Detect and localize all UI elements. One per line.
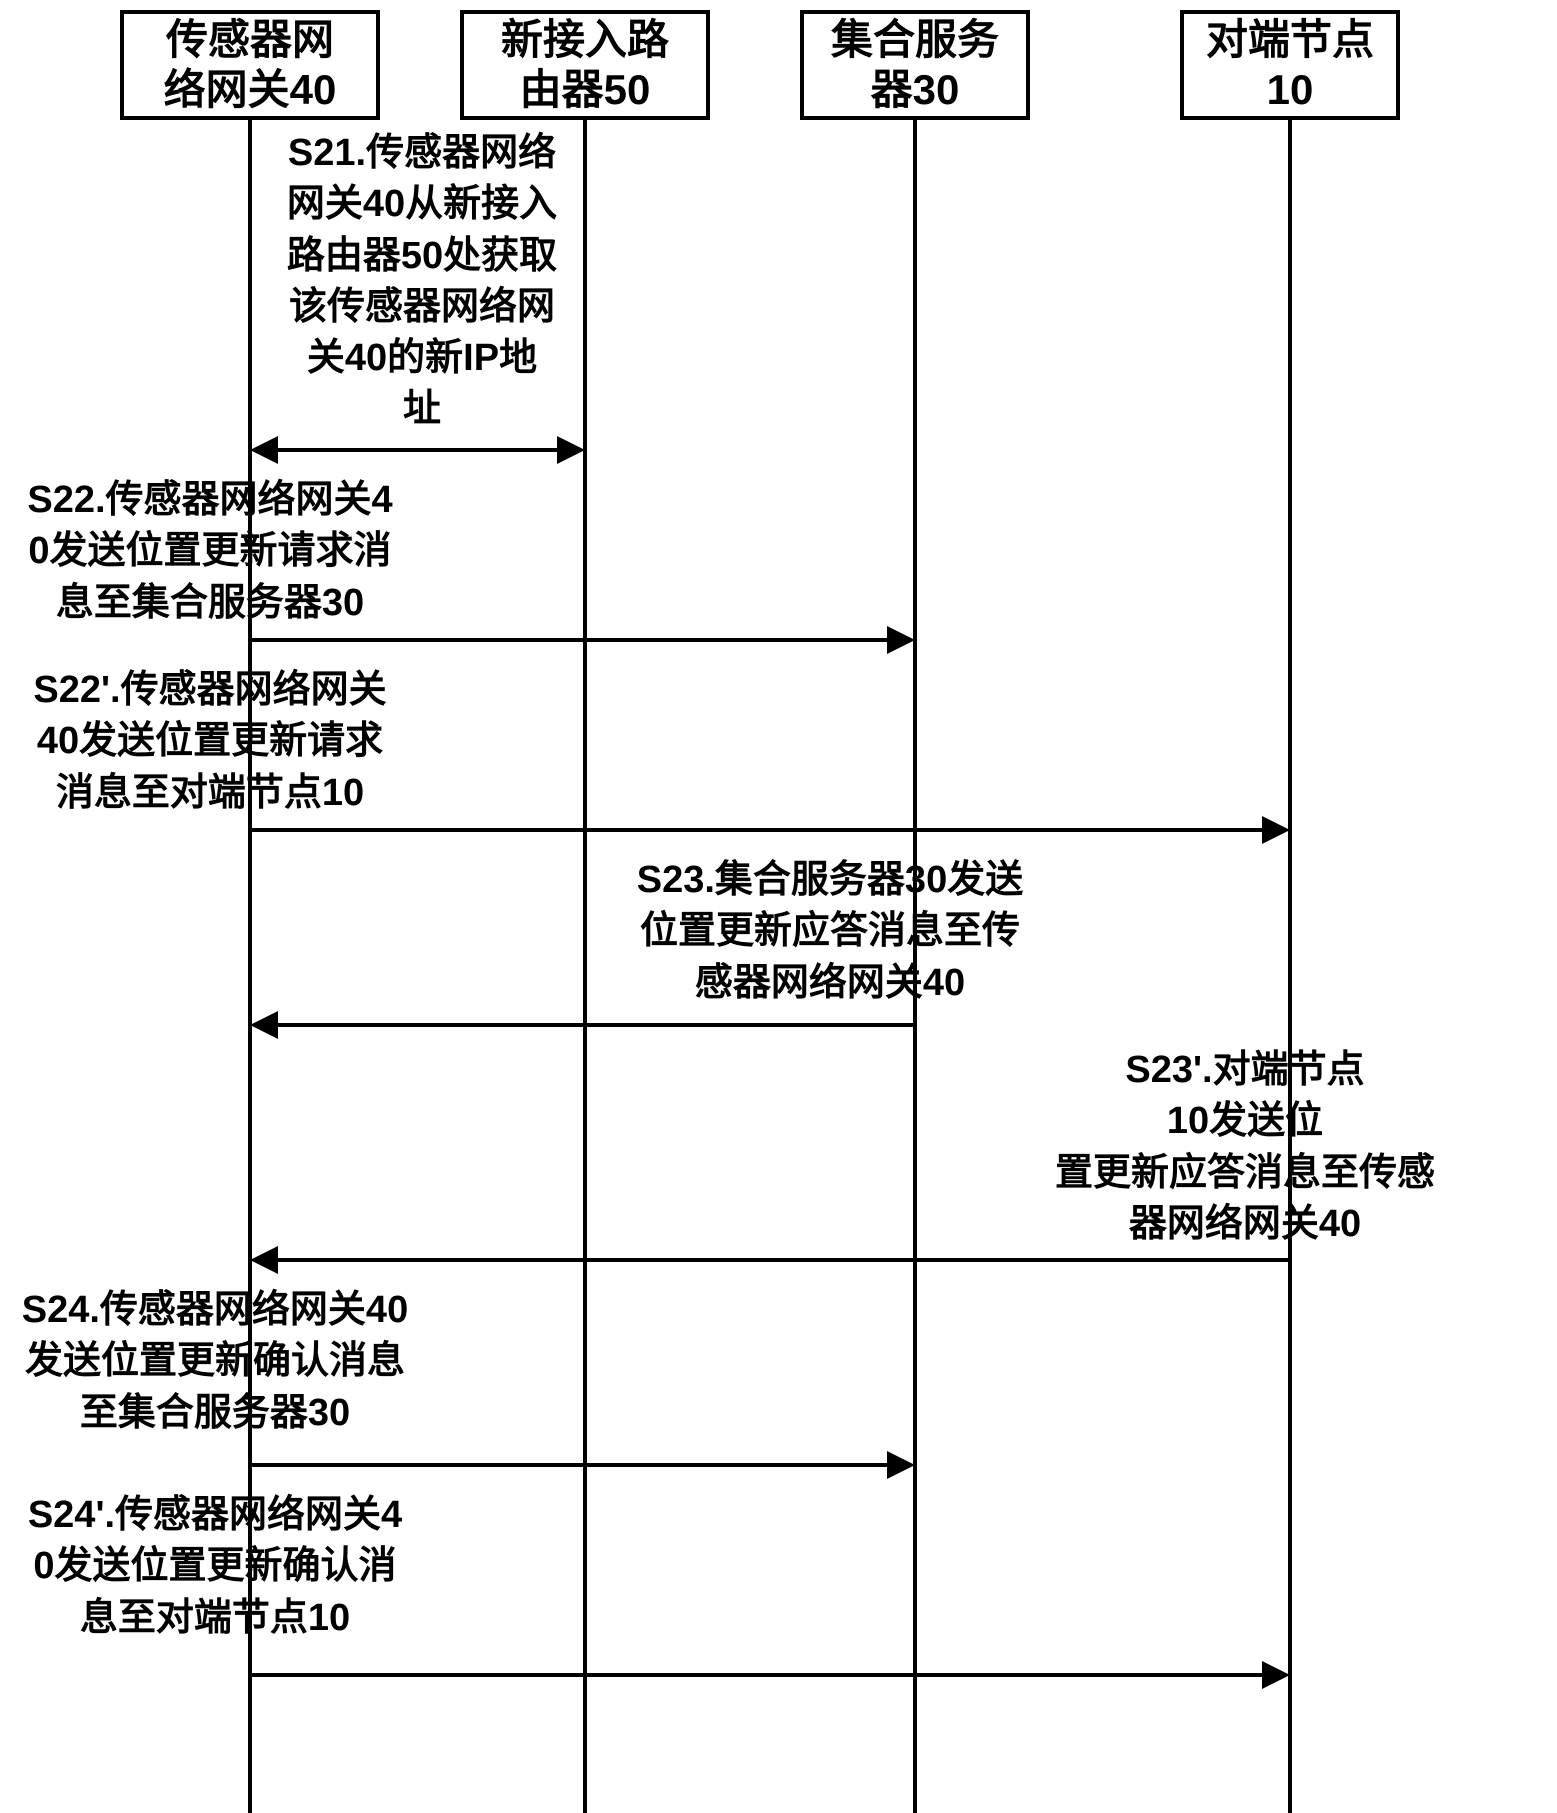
- msg-s21-head-right: [557, 436, 585, 464]
- msg-s21-text: S21.传感器网络网关40从新接入路由器50处获取该传感器网络网关40的新IP地…: [272, 128, 572, 436]
- msg-s22-head: [887, 626, 915, 654]
- msg-s24-head: [887, 1451, 915, 1479]
- msg-s23-line: [278, 1023, 915, 1027]
- msg-s22p-line: [250, 828, 1262, 832]
- actor-gateway: 传感器网络网关40: [120, 10, 380, 120]
- actor-router-label: 新接入路由器50: [501, 15, 669, 116]
- msg-s24p-text: S24'.传感器网络网关40发送位置更新确认消息至对端节点10: [0, 1490, 445, 1644]
- msg-s22-line: [250, 638, 887, 642]
- msg-s24-text: S24.传感器网络网关40发送位置更新确认消息至集合服务器30: [0, 1285, 445, 1439]
- msg-s21-head-left: [250, 436, 278, 464]
- msg-s24p-line: [250, 1673, 1262, 1677]
- sequence-diagram: 传感器网络网关40 新接入路由器50 集合服务器30 对端节点10 S21.传感…: [0, 0, 1557, 1813]
- msg-s23p-line: [278, 1258, 1290, 1262]
- actor-peer: 对端节点10: [1180, 10, 1400, 120]
- actor-server: 集合服务器30: [800, 10, 1030, 120]
- msg-s22p-head: [1262, 816, 1290, 844]
- msg-s22p-text: S22'.传感器网络网关40发送位置更新请求消息至对端节点10: [0, 665, 430, 819]
- actor-gateway-label: 传感器网络网关40: [164, 15, 337, 116]
- msg-s23-head: [250, 1011, 278, 1039]
- msg-s23p-head: [250, 1246, 278, 1274]
- msg-s23-text: S23.集合服务器30发送位置更新应答消息至传感器网络网关40: [595, 855, 1065, 1009]
- msg-s21-line: [278, 448, 557, 452]
- actor-router: 新接入路由器50: [460, 10, 710, 120]
- actor-peer-label: 对端节点10: [1206, 15, 1374, 116]
- lifeline-peer: [1288, 120, 1292, 1813]
- actor-server-label: 集合服务器30: [831, 15, 999, 116]
- lifeline-router: [583, 120, 587, 1813]
- msg-s22-text: S22.传感器网络网关40发送位置更新请求消息至集合服务器30: [0, 475, 430, 629]
- msg-s24-line: [250, 1463, 887, 1467]
- msg-s24p-head: [1262, 1661, 1290, 1689]
- msg-s23p-text: S23'.对端节点10发送位置更新应答消息至传感器网络网关40: [1005, 1045, 1485, 1250]
